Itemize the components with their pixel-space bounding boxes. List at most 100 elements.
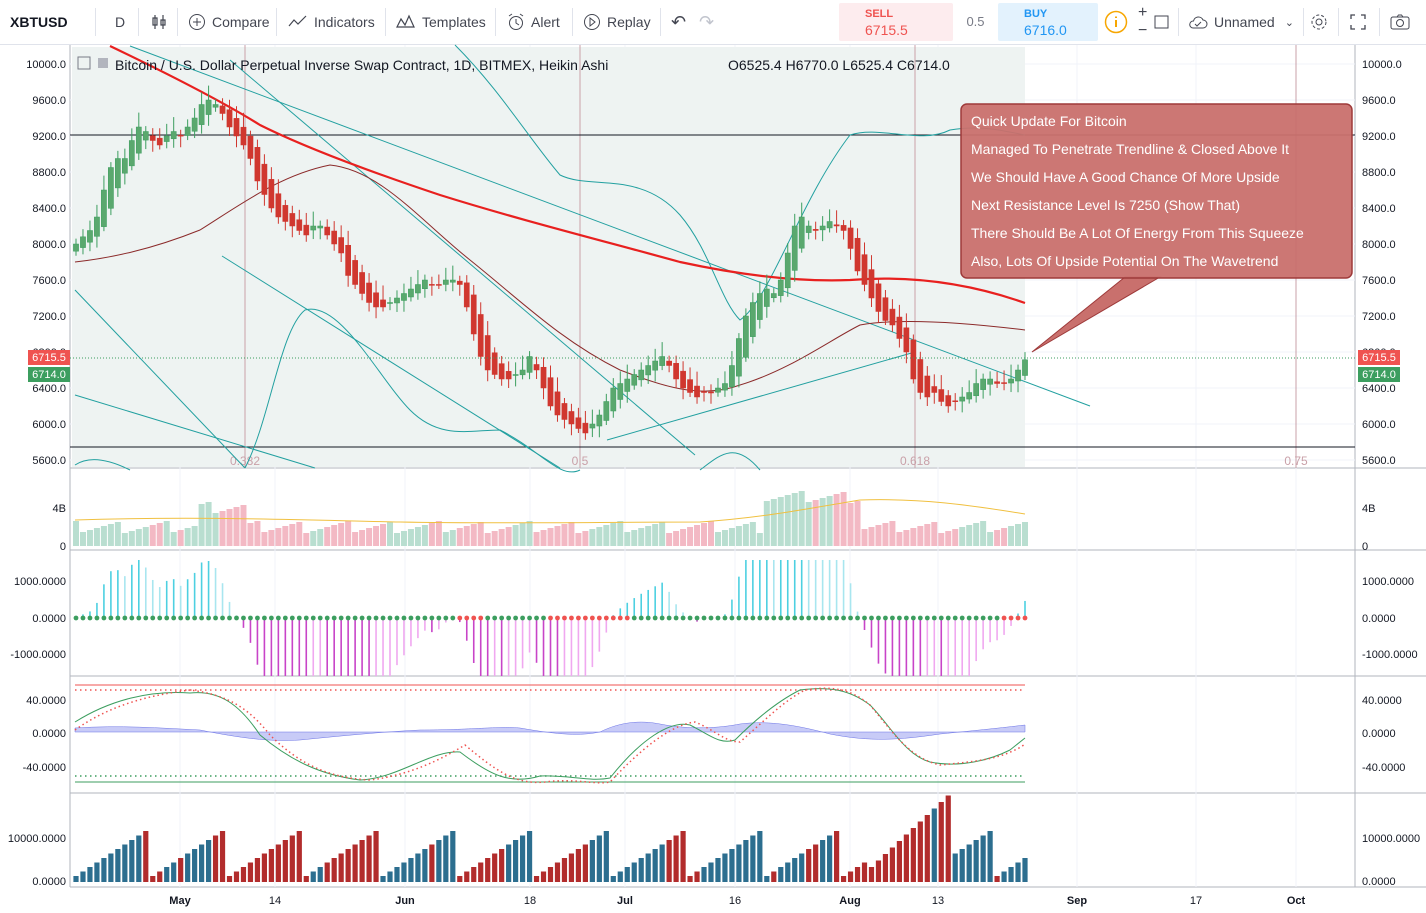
energy-bar (240, 867, 247, 882)
squeeze-dot (743, 615, 749, 621)
candle-body (470, 294, 477, 335)
toolbar-divider (1338, 8, 1339, 36)
undo-button[interactable]: ↶ (671, 0, 686, 44)
buy-button[interactable]: BUY 6716.0 (998, 3, 1098, 41)
annotation-line: We Should Have A Good Chance Of More Ups… (971, 169, 1280, 185)
energy-bar (373, 831, 379, 882)
candle-body (282, 205, 289, 222)
trading-info-button[interactable] (1104, 0, 1134, 44)
replay-button[interactable]: Replay (583, 0, 651, 44)
fullscreen-button[interactable] (1349, 0, 1373, 44)
annotation-callout[interactable]: Quick Update For Bitcoin Managed To Pene… (960, 103, 1353, 353)
volume-bar (477, 522, 484, 546)
templates-button[interactable]: Templates (396, 0, 486, 44)
indicators-button[interactable]: Indicators (288, 0, 375, 44)
volume-bar (659, 522, 666, 546)
candle-body (980, 378, 986, 390)
redo-button[interactable]: ↷ (699, 0, 714, 44)
energy-bar (136, 835, 142, 882)
candle-body (652, 360, 659, 371)
layout-menu-button[interactable]: Unnamed ⌄ (1188, 0, 1294, 44)
squeeze-dot (401, 615, 407, 621)
candle-body (415, 284, 421, 294)
energy-bar (596, 835, 602, 882)
energy-bar (729, 849, 735, 882)
squeeze-dot (652, 615, 658, 621)
energy-bar (122, 844, 128, 882)
undo-icon: ↶ (671, 11, 687, 32)
toolbar-divider (1178, 8, 1179, 36)
chart-legend[interactable]: Bitcoin / U.S. Dollar Perpetual Inverse … (77, 56, 950, 73)
zoom-out-button[interactable]: − (1138, 22, 1147, 40)
settings-button[interactable] (1309, 0, 1335, 44)
volume-bar (763, 501, 770, 546)
time-axis[interactable]: May 14 Jun 18 Jul 16 Aug 13 Sep 17 Oct (169, 895, 1305, 907)
axis-tick-label: 4B (1362, 503, 1375, 515)
candle-body (596, 414, 603, 427)
interval-button[interactable]: D (115, 0, 125, 44)
volume-bar (428, 523, 435, 546)
price-tick-label: 9200.0 (32, 131, 66, 143)
axis-tick-label: 10000.0000 (1362, 833, 1420, 845)
candle-body (338, 237, 345, 254)
squeeze-dot (408, 615, 414, 621)
price-tick-label: 5600.0 (1362, 455, 1396, 467)
volume-bar (966, 525, 973, 546)
volume-bar (296, 522, 303, 546)
volume-bar (1008, 526, 1015, 546)
energy-bar (631, 862, 637, 882)
energy-bar (303, 876, 309, 882)
volume-bar (924, 524, 931, 546)
chart-style-button[interactable] (150, 0, 174, 44)
axis-tick-label: -1000.0000 (1362, 649, 1418, 661)
zoom-in-button[interactable]: + (1138, 4, 1147, 22)
candle-body (903, 327, 910, 353)
volume-bar (854, 501, 861, 546)
volume-bar (254, 521, 261, 546)
toolbar-divider (177, 8, 178, 36)
alert-button[interactable]: Alert (507, 0, 560, 44)
energy-bar (492, 853, 498, 882)
volume-bar (456, 528, 463, 546)
volume-bar (352, 532, 359, 546)
candle-body (373, 292, 379, 308)
chart-area[interactable]: 0.382 0.5 0.618 0.75 10000.0 10000.0 9600.… (0, 44, 1426, 913)
fullscreen-icon (1350, 14, 1366, 30)
price-tick-label: 7600.0 (32, 275, 66, 287)
sell-button[interactable]: SELL 6715.5 (839, 3, 953, 41)
ma-dark (74, 164, 1026, 392)
candle-body (708, 391, 714, 394)
squeeze-dot (255, 615, 260, 621)
compare-button[interactable]: Compare (188, 0, 270, 44)
alert-label: Alert (531, 14, 560, 30)
gear-icon (1311, 14, 1327, 30)
volume-bar (442, 532, 449, 546)
volume-bar (973, 523, 980, 546)
candle-body (1015, 369, 1021, 382)
volume-bar (589, 529, 596, 546)
symbol-search[interactable]: XBTUSD (10, 0, 68, 44)
energy-bar (380, 876, 386, 882)
energy-bar (757, 831, 763, 882)
time-tick-label: Jul (617, 895, 633, 907)
squeeze-dot (429, 615, 435, 621)
energy-bar (694, 871, 700, 882)
sub-axes[interactable]: 4B 4B 0 0 1000.0000 1000.0000 0.0000 0.0000 -100… (8, 503, 1420, 888)
candle-body (812, 229, 819, 231)
squeeze-dot (883, 615, 888, 621)
energy-bar (359, 840, 365, 882)
energy-bar (366, 835, 372, 882)
energy-bar (778, 867, 784, 882)
volume-bar (756, 533, 763, 546)
volume-bar (707, 521, 714, 546)
snapshot-button[interactable] (1390, 0, 1416, 44)
squeeze-dot (569, 615, 574, 621)
energy-bar (673, 835, 679, 882)
squeeze-dot (415, 615, 421, 621)
squeeze-dot (213, 615, 218, 621)
energy-bar (254, 858, 261, 882)
squeeze-dot (87, 615, 93, 621)
screen-toggle-button[interactable] (1153, 0, 1177, 44)
volume-bar (373, 526, 380, 546)
candle-body (617, 383, 624, 400)
